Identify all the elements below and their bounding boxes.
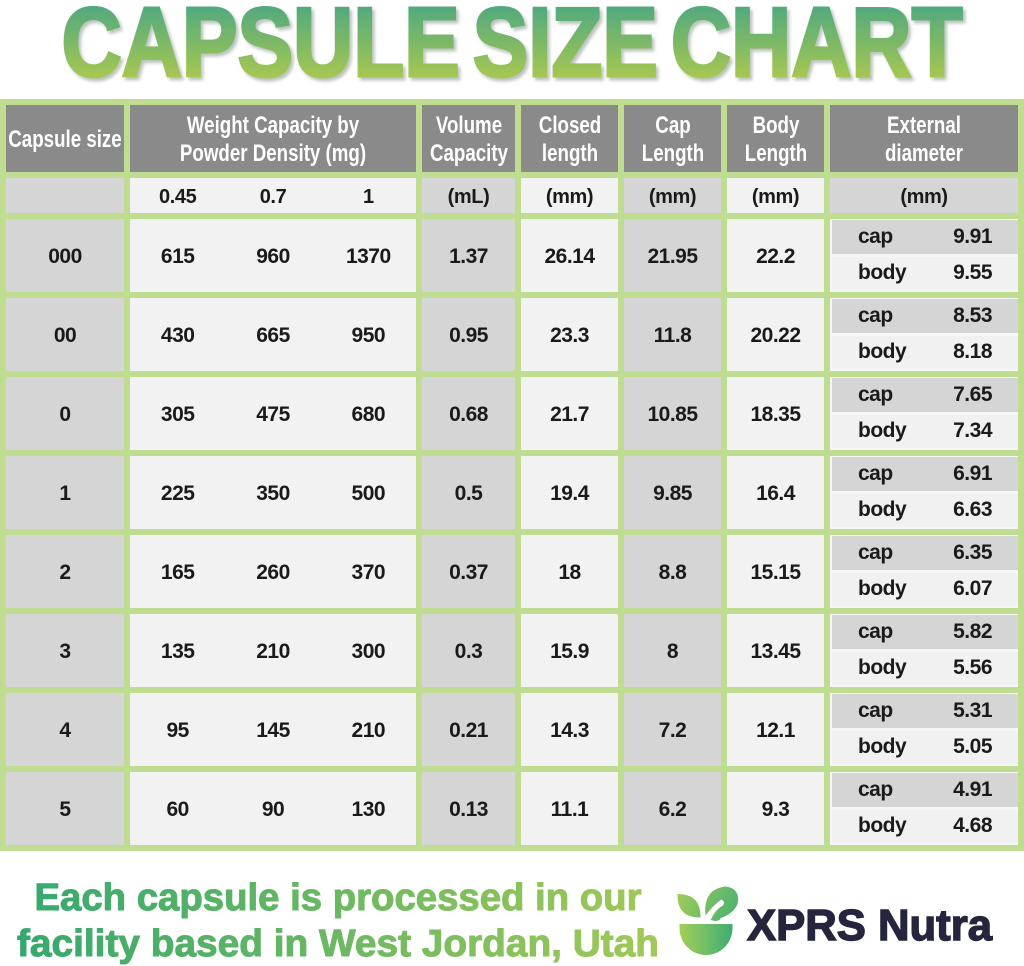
svg-text:facility based in West Jordan,: facility based in West Jordan, Utah [17,923,659,965]
svg-text:CAPSULE SIZE CHART: CAPSULE SIZE CHART [62,0,963,97]
svg-text:Each capsule is processed in o: Each capsule is processed in our [35,877,642,919]
svg-text:XPRS Nutra: XPRS Nutra [747,901,993,950]
